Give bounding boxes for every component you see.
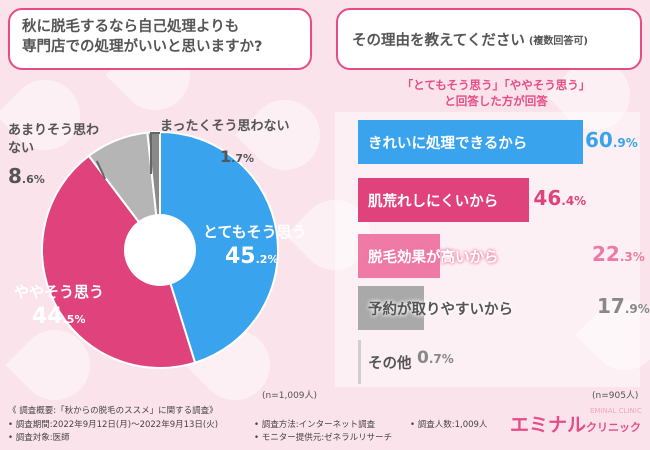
pie-label-3-dec: .6% (21, 173, 45, 187)
bar-value-5: 0.7% (417, 348, 454, 368)
bar-value-2: 46.4% (533, 186, 586, 210)
pie-label-1-text: とてもそう思う (203, 223, 307, 241)
pie-label-4-text: まったくそう思わない (160, 119, 290, 134)
bar-label-1: きれいに処理できるから (368, 135, 528, 152)
brand-logo: エミナルクリニック (510, 410, 641, 437)
pie-chart (40, 130, 280, 370)
footer: 《 調査概要:「秋からの脱毛のススメ」に関する調査》 • 調査期間:2022年9… (0, 400, 650, 450)
reason-title: その理由を教えてください (352, 32, 525, 49)
bar-subtitle-line-2: と回答した方が回答 (444, 93, 548, 108)
bar-subtitle-line-1: 「とてもそう思う」「ややそう思う」 (401, 78, 591, 92)
pie-svg (41, 130, 279, 369)
bar-subtitle: 「とてもそう思う」「ややそう思う」 と回答した方が回答 (356, 78, 636, 109)
logo-main: エミナル (510, 414, 587, 436)
pie-label-3-text: あまりそう思わない (8, 123, 100, 156)
bar-value-int-3: 22 (592, 242, 620, 266)
bar-label-4: 予約が取りやすいから (368, 301, 513, 318)
leader-line-1b (150, 132, 160, 134)
pie-slice-2 (41, 154, 197, 369)
bar-value-dec-1: .9% (612, 136, 638, 150)
bar-label-2: 肌荒れしにくいから (368, 193, 499, 210)
bar-value-dec-4: .9% (624, 302, 650, 316)
question-line-1: 秋に脱毛するなら自己処理よりも (22, 19, 240, 35)
bar-value-1: 60.9% (585, 128, 638, 152)
pie-label-2-int: 44 (32, 304, 63, 330)
footer-target: • 調査対象:医師 (8, 433, 70, 443)
bar-value-int-1: 60 (585, 128, 613, 152)
footer-survey-title: 《 調査概要:「秋からの脱毛のススメ」に関する調査》 (8, 406, 218, 416)
bar-value-3: 22.3% (592, 242, 645, 266)
bar-value-int-4: 17 (597, 294, 625, 318)
logo-tag: EMINAL CLINIC (590, 407, 642, 415)
bar-2: 肌荒れしにくいから (358, 178, 530, 222)
pie-label-4: まったくそう思わない 1.7% (160, 118, 289, 167)
question-line-2: 専門店での処理がいいと思いますか? (22, 39, 263, 56)
pie-label-2-text: ややそう思う (14, 283, 105, 301)
pie-label-1-dec: .2% (255, 253, 279, 267)
pie-label-1-int: 45 (225, 244, 256, 270)
pie-label-4-int: 1 (220, 146, 232, 166)
bar-4: 予約が取りやすいから (358, 286, 513, 330)
pie-label-2: ややそう思う 44.5% (14, 282, 104, 332)
footer-method: • 調査方法:インターネット調査 (254, 420, 376, 430)
pie-n-label: (n=1,009人) (262, 391, 318, 401)
question-box: 秋に脱毛するなら自己処理よりも 専門店での処理がいいと思いますか? (8, 8, 312, 70)
bar-value-dec-5: .7% (428, 352, 454, 366)
bar-base-5 (358, 340, 361, 384)
bar-value-int-2: 46 (533, 186, 562, 210)
pie-label-3-int: 8 (8, 164, 22, 189)
bar-value-int-5: 0 (417, 348, 429, 368)
pie-slice-1 (159, 130, 279, 364)
bar-value-dec-3: .3% (619, 250, 645, 264)
bar-label-3: 脱毛効果が高いから (368, 249, 499, 266)
pie-label-3: あまりそう思わない 8.6% (8, 122, 108, 190)
leader-line-1 (150, 132, 152, 174)
footer-monitor: • モニター提供元:ゼネラルリサーチ (254, 433, 393, 443)
footer-count: • 調査人数:1,009人 (410, 420, 488, 430)
bar-label-5: その他 (368, 355, 412, 372)
logo-small: クリニック (586, 421, 642, 434)
bar-value-4: 17.9% (597, 294, 650, 318)
reason-title-sub: (複数回答可) (528, 35, 588, 47)
bar-5: その他 (358, 340, 412, 384)
bar-value-dec-2: .4% (561, 194, 587, 208)
pie-label-2-dec: .5% (62, 313, 86, 327)
reason-title-box: その理由を教えてください (複数回答可) (336, 8, 642, 70)
bar-3: 脱毛効果が高いから (358, 234, 499, 278)
pie-label-4-dec: .7% (231, 151, 254, 165)
pie-center-hole (124, 214, 196, 286)
footer-period: • 調査期間:2022年9月12日(月)〜2022年9月13日(火) (8, 420, 219, 430)
bar-n-label: (n=905人) (592, 391, 639, 401)
pie-label-1: とてもそう思う 45.2% (203, 222, 307, 272)
bar-1: きれいに処理できるから (358, 120, 583, 164)
